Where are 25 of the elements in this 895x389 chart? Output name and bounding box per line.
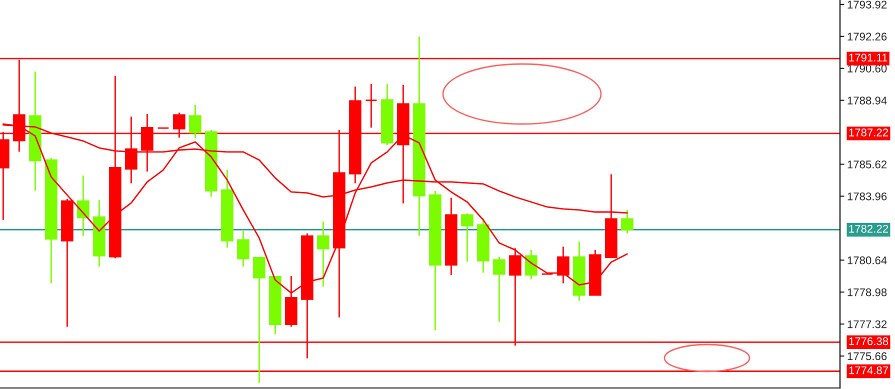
y-tick-label: 1788.94 — [848, 96, 887, 104]
candlestick — [493, 256, 506, 322]
candlestick — [77, 174, 90, 236]
candlestick — [317, 220, 330, 288]
y-tick-label: 1778.98 — [848, 288, 887, 296]
y-tick-label: 1777.32 — [848, 320, 887, 328]
candlestick — [461, 212, 474, 262]
y-tick-label: 1793.92 — [848, 0, 887, 9]
y-tick-label: 1783.96 — [848, 192, 887, 200]
candlestick — [237, 230, 250, 268]
candlestick — [189, 104, 202, 139]
y-tick-label: 1792.26 — [848, 32, 887, 41]
y-tick-label: 1775.66 — [848, 352, 887, 360]
ref-line-label: 1787.22 — [849, 128, 888, 136]
y-tick-label: 1780.64 — [848, 256, 887, 264]
ref-line-label: 1776.38 — [849, 337, 888, 346]
candlestick — [365, 83, 378, 128]
y-tick-label: 1785.62 — [848, 160, 887, 168]
candlestick — [621, 209, 634, 234]
candlestick — [557, 246, 570, 284]
ref-line-label: 1782.22 — [849, 224, 888, 233]
candlestick — [253, 256, 266, 384]
ref-line-label: 1774.87 — [849, 366, 888, 374]
candlestick — [525, 249, 538, 280]
ref-line-label: 1791.11 — [849, 54, 888, 62]
